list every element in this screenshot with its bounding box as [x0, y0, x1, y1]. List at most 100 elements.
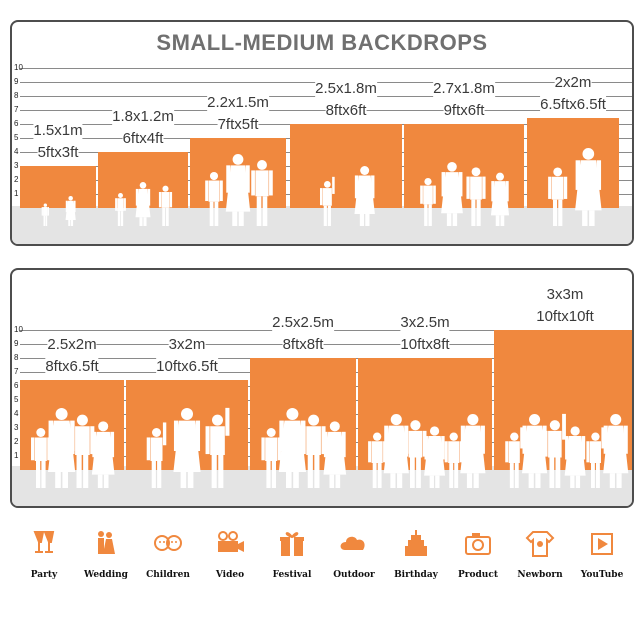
backdrop-size-card	[404, 124, 524, 226]
backdrop-chart-small: SMALL-MEDIUM BACKDROPS 1 2 3 4 5 6 7 8 9 10 1.5x1…	[10, 20, 634, 246]
size-imperial-label: 9ftx6ft	[443, 102, 485, 120]
size-metric-label: 2.5x2m	[47, 336, 97, 354]
video-camera-icon	[218, 531, 244, 552]
use-case-label: Birthday	[394, 570, 438, 580]
birthday-cake-icon	[405, 530, 427, 556]
people-silhouettes	[205, 154, 273, 226]
scale-label: 7	[14, 367, 19, 376]
use-case-label: Outdoor	[333, 570, 375, 580]
scale-label: 9	[14, 339, 19, 348]
use-case-newborn: Newborn	[508, 528, 572, 580]
people-silhouettes	[505, 413, 629, 488]
scale-label: 3	[14, 161, 19, 170]
people-silhouettes	[319, 166, 375, 226]
backdrop-size-card	[358, 358, 492, 488]
people-silhouettes	[261, 408, 347, 488]
baby-onesie-icon	[525, 531, 555, 557]
people-silhouettes	[548, 148, 602, 226]
use-case-label: Party	[30, 570, 58, 580]
scale-label: 7	[14, 105, 19, 114]
people-silhouettes	[41, 196, 76, 226]
scale-label: 8	[14, 353, 19, 362]
cloud-icon	[340, 536, 365, 550]
backdrop-size-card	[527, 118, 619, 226]
people-silhouettes	[115, 182, 173, 226]
party-glasses-icon	[33, 531, 55, 553]
backdrop-chart-medium: 1 2 3 4 5 6 7 8 9 10 2.5x2m 8ftx6.5ft 3x2m 10ftx6.5f…	[10, 268, 634, 508]
photo-camera-icon	[465, 533, 491, 555]
wedding-couple-icon	[98, 531, 115, 554]
use-case-festival: Festival	[260, 528, 324, 580]
scale-rule: 9	[14, 340, 632, 348]
use-case-label: YouTube	[580, 570, 624, 580]
size-imperial-label: 6ftx4ft	[122, 130, 164, 148]
use-case-label: Product	[458, 570, 498, 580]
use-case-party: Party	[12, 528, 76, 580]
backdrop-size-card	[494, 330, 632, 488]
scale-label: 5	[14, 395, 19, 404]
backdrop-size-card	[250, 358, 356, 488]
size-metric-label: 3x3m	[546, 286, 584, 304]
play-button-icon	[591, 533, 613, 555]
use-case-label: Children	[146, 570, 190, 580]
size-metric-label: 3x2.5m	[400, 314, 450, 332]
size-imperial-label: 10ftx8ft	[400, 336, 450, 354]
backdrop-size-card	[98, 152, 188, 226]
people-silhouettes	[420, 162, 510, 226]
gift-box-icon	[280, 532, 304, 556]
scale-label: 10	[14, 63, 23, 72]
size-imperial-label: 8ftx8ft	[282, 336, 324, 354]
scale-label: 8	[14, 91, 19, 100]
size-metric-label: 1.5x1m	[33, 122, 83, 140]
children-faces-icon	[154, 535, 182, 551]
scale-label: 10	[14, 325, 23, 334]
size-imperial-label: 5ftx3ft	[37, 144, 79, 162]
scale-rule: 10	[14, 64, 632, 72]
scale-label: 2	[14, 437, 19, 446]
scale-label: 4	[14, 409, 19, 418]
size-imperial-label: 6.5ftx6.5ft	[540, 96, 606, 114]
size-metric-label: 2.7x1.8m	[433, 80, 495, 98]
people-silhouettes	[368, 414, 486, 488]
people-silhouettes	[31, 408, 115, 488]
scale-label: 5	[14, 133, 19, 142]
size-metric-label: 2.5x2.5m	[272, 314, 334, 332]
use-case-outdoor: Outdoor	[322, 528, 386, 580]
scale-label: 1	[14, 189, 19, 198]
size-imperial-label: 10ftx10ft	[536, 308, 594, 326]
size-imperial-label: 7ftx5ft	[217, 116, 259, 134]
use-case-youtube: YouTube	[570, 528, 634, 580]
backdrop-size-card	[126, 380, 248, 488]
size-metric-label: 2.5x1.8m	[315, 80, 377, 98]
use-case-video: Video	[198, 528, 262, 580]
size-metric-label: 3x2m	[168, 336, 206, 354]
floor	[12, 206, 632, 244]
use-case-label: Wedding	[84, 570, 128, 580]
scale-label: 3	[14, 423, 19, 432]
scale-label: 6	[14, 381, 19, 390]
backdrop-size-card	[20, 380, 124, 488]
use-case-wedding: Wedding	[74, 528, 138, 580]
scale-label: 9	[14, 77, 19, 86]
backdrop-size-card	[20, 166, 96, 226]
scale-label: 2	[14, 175, 19, 184]
size-imperial-label: 8ftx6.5ft	[45, 358, 99, 376]
use-case-birthday: Birthday	[384, 528, 448, 580]
use-case-label: Video	[215, 570, 245, 580]
use-case-label: Newborn	[517, 570, 563, 580]
scale-label: 6	[14, 119, 19, 128]
use-case-label: Festival	[272, 570, 312, 580]
size-metric-label: 1.8x1.2m	[112, 108, 174, 126]
people-silhouettes	[146, 407, 230, 488]
scale-label: 1	[14, 451, 19, 460]
backdrop-size-card	[290, 124, 402, 226]
scale-label: 4	[14, 147, 19, 156]
use-case-children: Children	[136, 528, 200, 580]
size-metric-label: 2.2x1.5m	[207, 94, 269, 112]
backdrop-size-card	[190, 138, 286, 226]
size-imperial-label: 10ftx6.5ft	[156, 358, 218, 376]
size-metric-label: 2x2m	[554, 74, 592, 92]
use-case-product: Product	[446, 528, 510, 580]
size-imperial-label: 8ftx6ft	[325, 102, 367, 120]
use-cases-row: Party Wedding Children Video Festival Outdoor…	[0, 528, 640, 628]
